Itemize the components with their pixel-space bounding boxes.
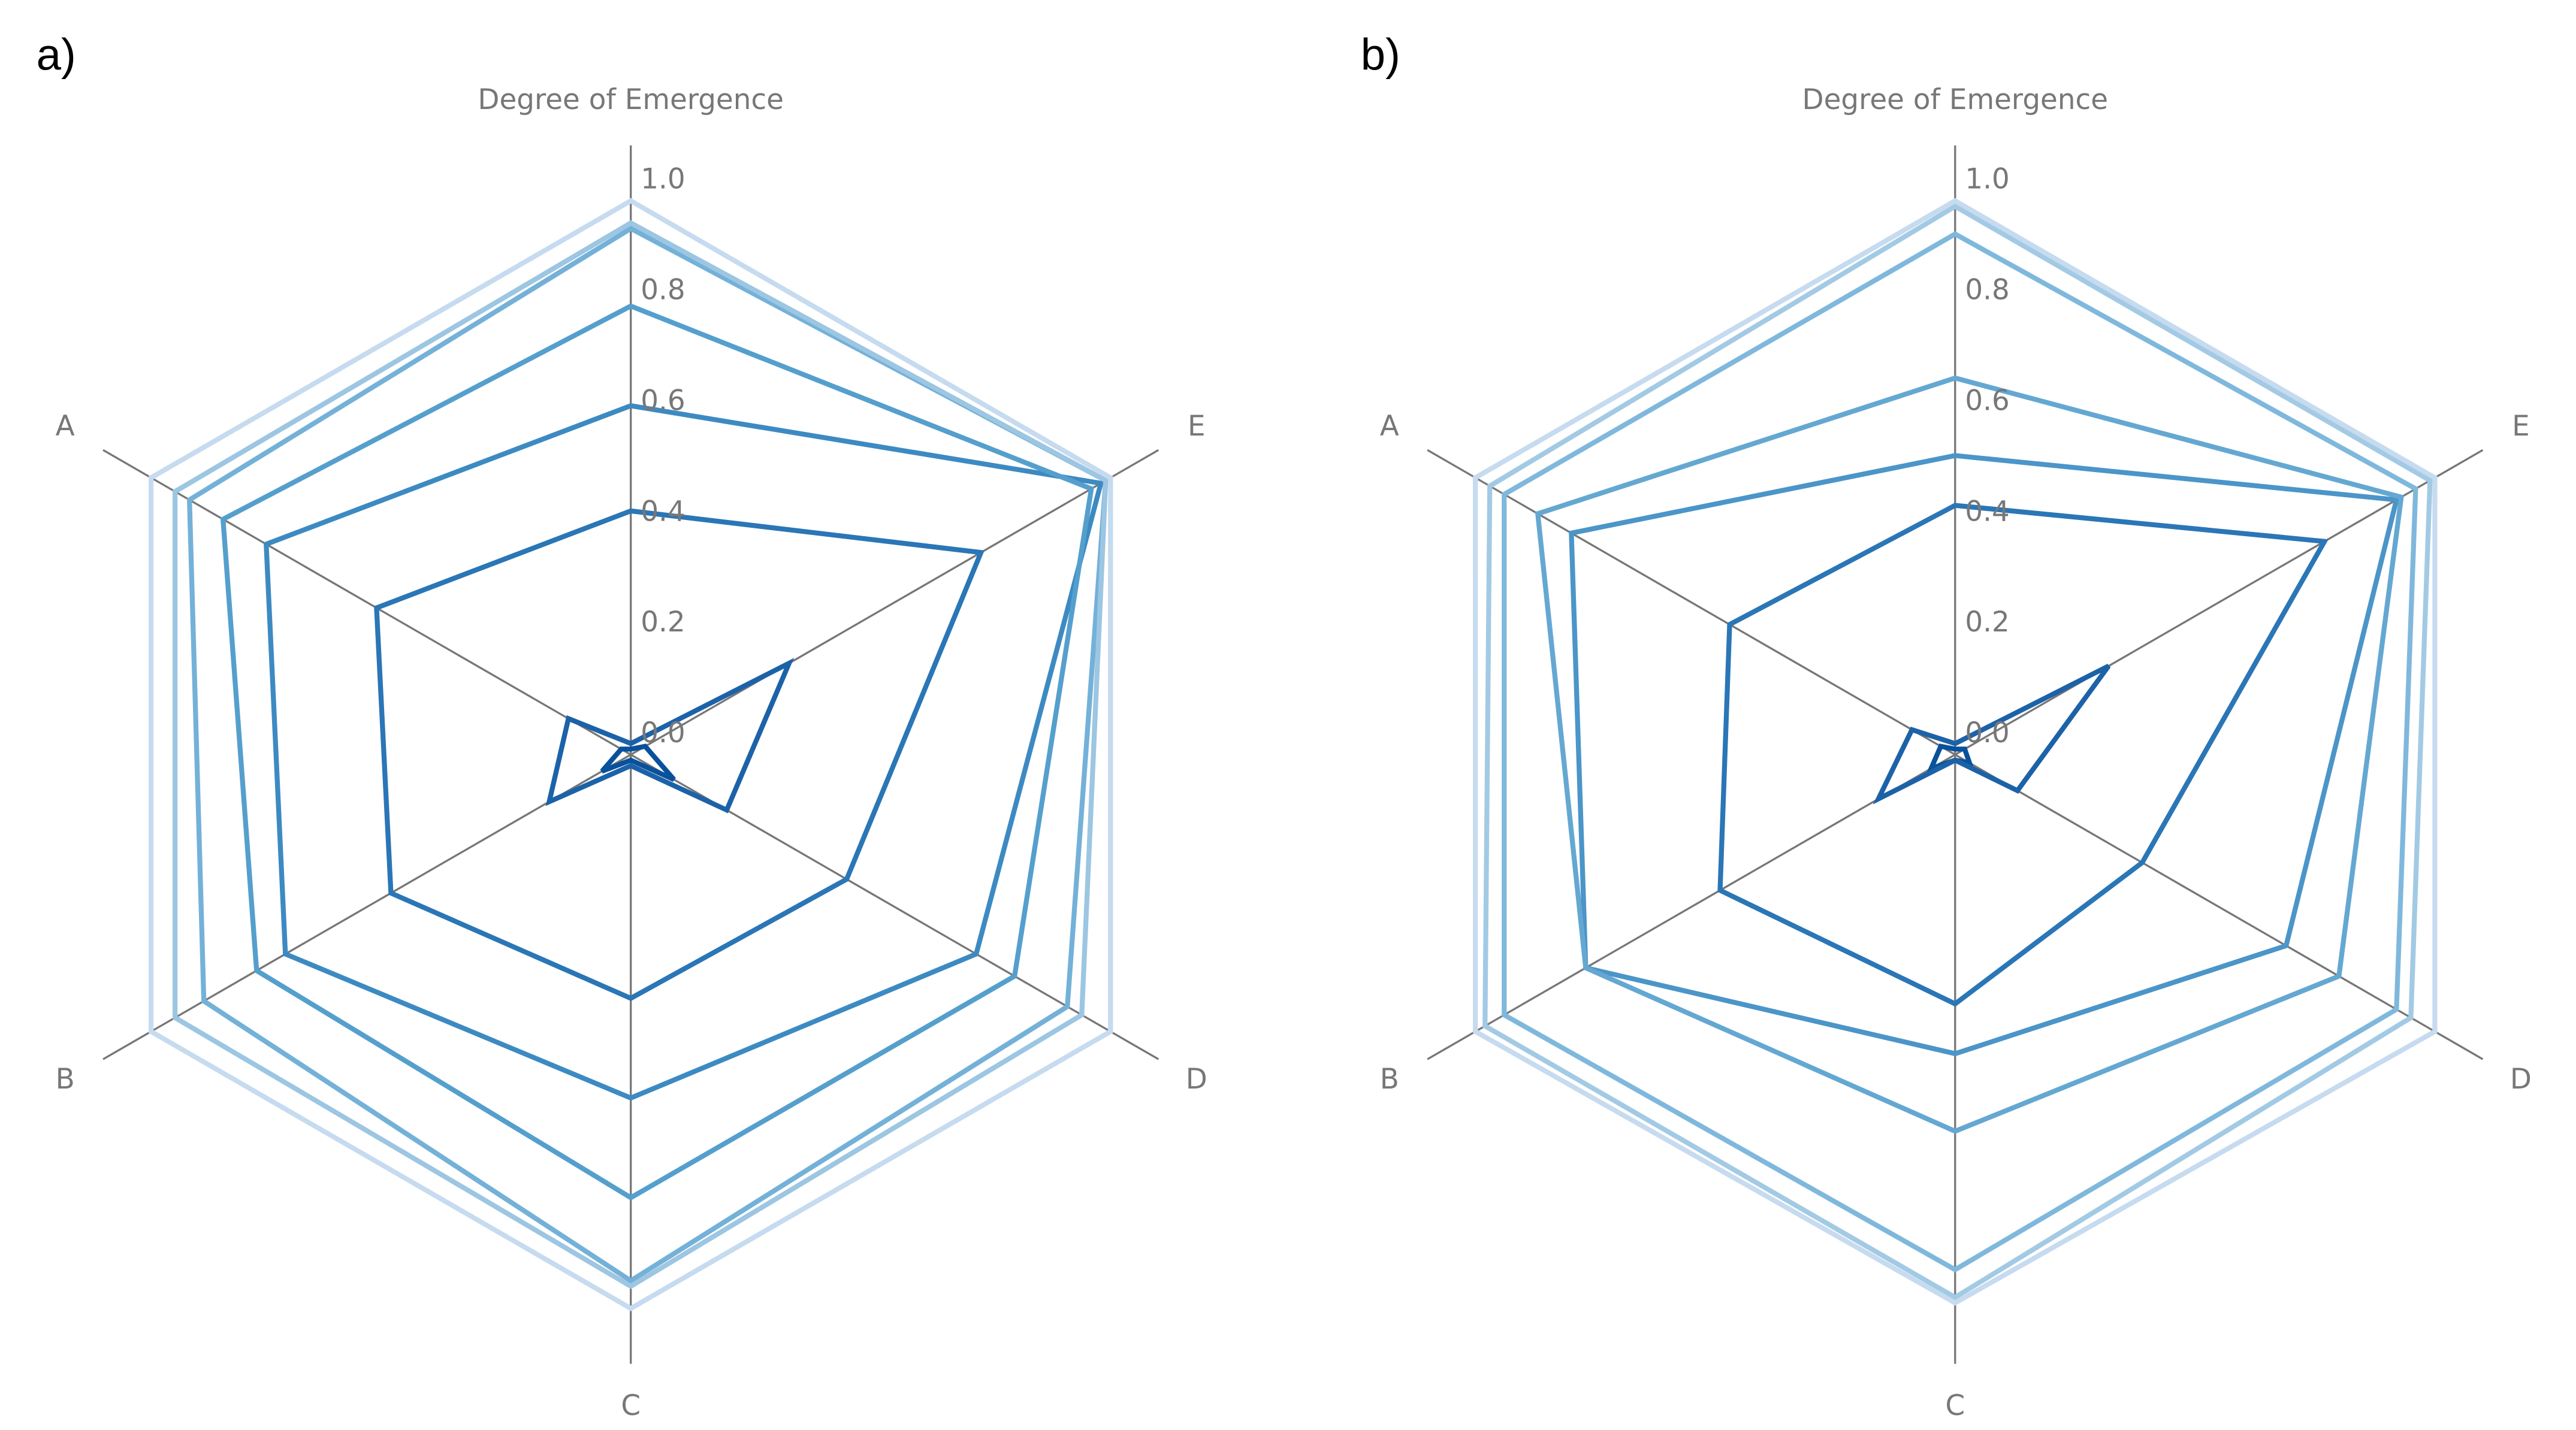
r-tick-label: 0.8 [1965, 274, 2009, 307]
r-tick-label: 0.2 [1965, 606, 2009, 639]
series-line [1473, 198, 2438, 1306]
r-tick-label: 0.4 [1965, 495, 2009, 528]
r-tick-label: 0.8 [641, 274, 685, 307]
series-line [545, 658, 795, 814]
series-line [1717, 503, 2329, 1007]
axis-spoke [102, 754, 632, 1060]
series-line [1873, 664, 2111, 805]
r-tick-label: 0.2 [641, 606, 685, 639]
r-tick-label: 1.0 [1965, 164, 2009, 196]
category-label: E [1188, 410, 1206, 443]
r-tick-label: 1.0 [641, 164, 685, 196]
panel-label: a) [37, 29, 76, 79]
series-line [374, 508, 985, 1001]
series-line [148, 198, 1113, 1311]
axis-spoke [630, 449, 1159, 756]
category-label: E [2512, 410, 2530, 443]
category-label: C [621, 1390, 641, 1422]
category-label: B [1380, 1063, 1399, 1096]
category-label: A [1380, 410, 1399, 443]
category-label: D [1186, 1063, 1207, 1096]
axis-spoke [1427, 449, 1956, 756]
series-line [1535, 375, 2404, 1134]
r-tick-label: 0.4 [641, 495, 685, 528]
category-label: Degree of Emergence [478, 84, 784, 116]
series-line [173, 220, 1109, 1289]
axis-spoke [102, 449, 632, 756]
r-tick-label: 0.0 [641, 717, 685, 749]
r-tick-label: 0.6 [1965, 385, 2009, 417]
series-line [220, 303, 1094, 1201]
category-label: C [1945, 1390, 1965, 1422]
series-line [1502, 231, 2418, 1273]
series-line [1569, 453, 2400, 1057]
category-label: A [56, 410, 75, 443]
series-line [263, 403, 1104, 1101]
category-label: D [2510, 1063, 2532, 1096]
r-tick-label: 0.6 [641, 385, 685, 417]
series-line [600, 743, 676, 782]
r-tick-label: 0.0 [1965, 717, 2009, 749]
axis-spoke [1427, 754, 1956, 1060]
category-label: B [56, 1063, 75, 1096]
category-label: Degree of Emergence [1802, 84, 2109, 116]
panel-label: b) [1361, 29, 1400, 79]
series-line [1482, 203, 2433, 1301]
